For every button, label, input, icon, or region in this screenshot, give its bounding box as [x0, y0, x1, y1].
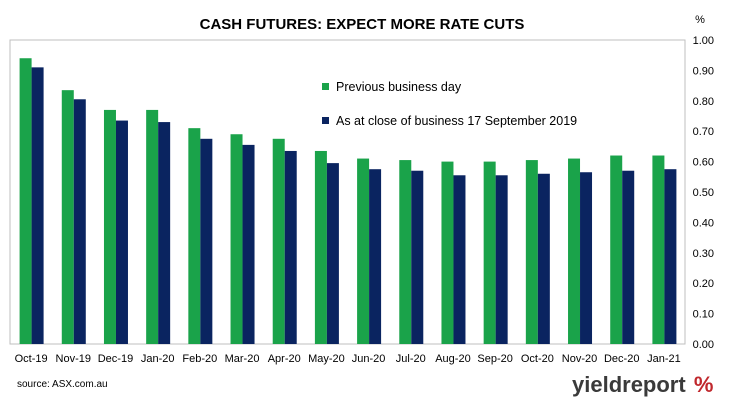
- legend-label-current: As at close of business 17 September 201…: [336, 114, 577, 128]
- x-tick-label: Aug-20: [435, 353, 470, 365]
- bar-current-nov-19: [73, 99, 86, 344]
- x-tick-label: Sep-20: [477, 353, 512, 365]
- y-tick-label: 0.60: [693, 157, 714, 169]
- bar-previous-jan-21: [652, 155, 665, 344]
- bar-previous-dec-19: [103, 109, 116, 344]
- svg-text:yieldreport %: yieldreport %: [572, 372, 713, 397]
- legend-label-previous: Previous business day: [336, 80, 462, 94]
- y-tick-label: 0.90: [693, 65, 714, 77]
- y-tick-labels: 0.00 0.10 0.20 0.30 0.40 0.50 0.60 0.70 0.80 0.90…: [693, 35, 714, 351]
- x-tick-label: Oct-20: [521, 353, 554, 365]
- bar-current-jul-20: [411, 170, 424, 344]
- bar-current-feb-20: [200, 138, 213, 344]
- bar-current-dec-20: [622, 170, 635, 344]
- bar-previous-feb-20: [188, 128, 201, 344]
- bar-previous-nov-19: [61, 90, 74, 344]
- x-tick-label: Dec-20: [604, 353, 639, 365]
- x-tick-label: Nov-19: [56, 353, 91, 365]
- bar-current-oct-20: [537, 173, 550, 344]
- bar-current-aug-20: [453, 175, 466, 344]
- y-axis-label: %: [695, 14, 705, 26]
- legend-marker-previous: [322, 83, 329, 90]
- brand-logo: yieldreport %: [572, 372, 713, 397]
- bar-current-mar-20: [242, 144, 255, 344]
- x-tick-label: Dec-19: [98, 353, 133, 365]
- bar-previous-dec-20: [610, 155, 623, 344]
- y-tick-label: 1.00: [693, 35, 714, 47]
- legend-marker-current: [322, 117, 329, 124]
- brand-wordmark: yieldreport: [572, 372, 686, 397]
- bar-previous-sep-20: [483, 161, 496, 344]
- y-tick-label: 0.00: [693, 339, 714, 351]
- x-tick-label: Jan-21: [647, 353, 681, 365]
- x-tick-label: Nov-20: [562, 353, 597, 365]
- y-tick-label: 0.30: [693, 248, 714, 260]
- bar-previous-oct-19: [19, 58, 32, 345]
- bar-current-apr-20: [284, 150, 297, 344]
- bars-group: [19, 58, 677, 345]
- bar-previous-mar-20: [230, 134, 243, 344]
- x-tick-label: Feb-20: [182, 353, 217, 365]
- bar-current-jun-20: [369, 169, 382, 344]
- bar-previous-may-20: [314, 150, 327, 344]
- y-tick-label: 0.40: [693, 217, 714, 229]
- legend: Previous business day As at close of bus…: [322, 80, 577, 128]
- bar-current-may-20: [326, 163, 339, 344]
- bar-current-sep-20: [495, 175, 508, 344]
- bar-previous-oct-20: [525, 160, 538, 344]
- x-tick-label: Apr-20: [268, 353, 301, 365]
- y-tick-label: 0.10: [693, 309, 714, 321]
- x-tick-label: Jul-20: [396, 353, 426, 365]
- y-tick-label: 0.50: [693, 187, 714, 199]
- bar-previous-nov-20: [568, 158, 581, 344]
- y-tick-label: 0.20: [693, 278, 714, 290]
- y-tick-label: 0.70: [693, 126, 714, 138]
- x-tick-label: Mar-20: [225, 353, 260, 365]
- bar-current-jan-21: [664, 169, 677, 344]
- bar-current-dec-19: [115, 120, 128, 344]
- bar-current-jan-20: [158, 122, 171, 344]
- x-tick-label: May-20: [308, 353, 345, 365]
- bar-previous-jun-20: [357, 158, 370, 344]
- y-tick-label: 0.80: [693, 96, 714, 108]
- plot-area: [9, 39, 686, 345]
- x-tick-label: Oct-19: [15, 353, 48, 365]
- bar-previous-jan-20: [146, 109, 159, 344]
- source-note: source: ASX.com.au: [17, 379, 108, 390]
- bar-previous-apr-20: [272, 138, 285, 344]
- x-tick-label: Jan-20: [141, 353, 175, 365]
- bar-previous-jul-20: [399, 160, 412, 344]
- bar-current-nov-20: [580, 172, 593, 344]
- bar-current-oct-19: [31, 67, 44, 345]
- chart-title: CASH FUTURES: EXPECT MORE RATE CUTS: [200, 16, 525, 33]
- x-tick-label: Jun-20: [352, 353, 386, 365]
- brand-percent-icon: %: [694, 372, 714, 397]
- x-tick-labels: Oct-19 Nov-19 Dec-19 Jan-20 Feb-20 Mar-20 Apr-…: [15, 353, 681, 365]
- bar-previous-aug-20: [441, 161, 454, 344]
